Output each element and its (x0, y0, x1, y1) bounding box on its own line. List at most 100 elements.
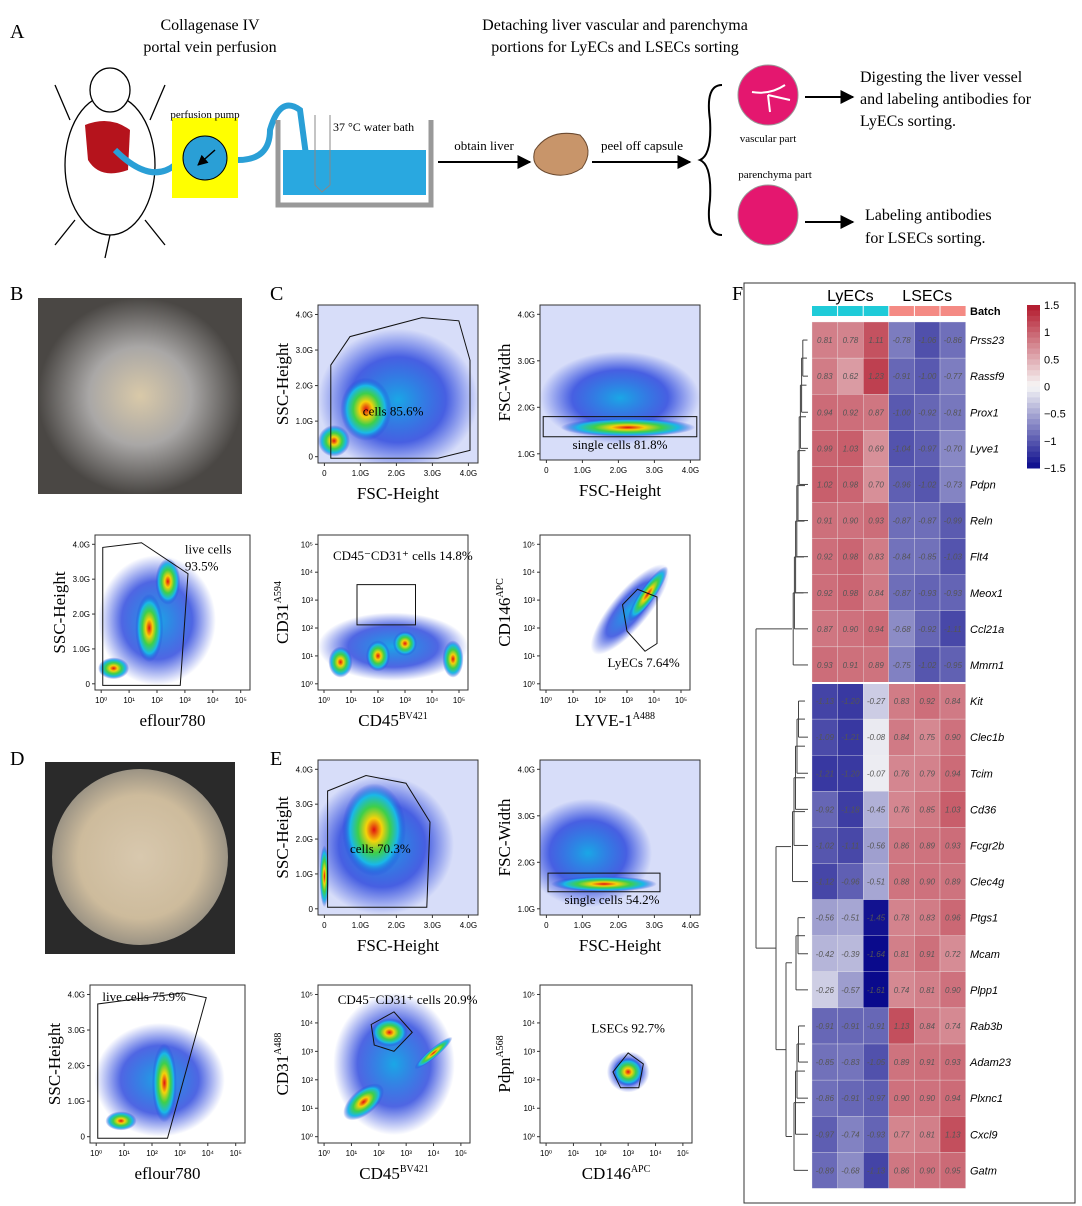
y-tick-label: 3.0G (518, 812, 535, 821)
cell-value: 0.98 (843, 480, 859, 489)
y-axis-label: CD31A594 (273, 581, 292, 644)
cell-value: 0.93 (945, 1058, 961, 1067)
x-tick-label: 0 (544, 466, 549, 475)
cell-value: 0.84 (868, 589, 884, 598)
cell-value: 0.93 (868, 517, 884, 526)
flow-plot: 10⁰ 10¹ 10² 10³ 10⁴ 10⁵ 10⁰ 10¹ 10² 10³ 10⁴ 10⁵ CD45… (273, 534, 473, 730)
heatmap-cell (914, 1079, 941, 1117)
cell-value: 0.90 (919, 878, 935, 887)
heatmap-cell (888, 863, 915, 900)
y-tick-label: 10² (301, 1076, 313, 1085)
heatmap-cell (914, 466, 941, 503)
cell-value: -0.81 (944, 408, 962, 417)
cell-value: 1.13 (894, 1022, 910, 1031)
y-tick-label: 10⁴ (301, 1019, 314, 1028)
cell-value: -0.92 (918, 408, 937, 417)
cell-value: -0.78 (892, 336, 911, 345)
y-tick-label: 2.0G (73, 610, 90, 619)
cell-value: 0.94 (817, 408, 833, 417)
cell-value: -0.87 (918, 517, 937, 526)
heatmap-cell (811, 1152, 838, 1189)
cell-value: -0.77 (944, 372, 963, 381)
water-bath (275, 120, 434, 208)
heatmap-cell (837, 1043, 864, 1081)
cell-value: -0.92 (816, 805, 835, 814)
flow-plot: 0 1.0G 2.0G 3.0G 4.0G 1.0G 2.0G 3.0G 4.0G FSC-Hei… (495, 759, 701, 955)
heatmap-cell (837, 718, 864, 756)
density-hotspot (393, 631, 417, 656)
cell-value: 0.84 (894, 733, 910, 742)
cell-value: -0.87 (892, 589, 911, 598)
heatmap: LyECs LSECs Batch 0.81 0.78 1.11 -0.78 -1.06 -0.… (755, 288, 1066, 1189)
x-tick-label: 10¹ (568, 1149, 580, 1158)
heatmap-cell (888, 610, 915, 648)
gene-label: Mmrn1 (970, 660, 1004, 672)
colorbar-segment (1027, 408, 1040, 415)
colorbar-segment (1027, 435, 1040, 442)
y-axis-label: SSC-Height (273, 796, 292, 878)
plot-frame (94, 534, 251, 691)
colorbar-segment (1027, 359, 1040, 366)
colorbar-segment (1027, 337, 1040, 344)
plot-frame (317, 984, 471, 1144)
gate (621, 588, 658, 652)
x-axis-label: FSC-Height (579, 936, 661, 955)
y-axis-label-superscript: A568 (495, 1035, 506, 1057)
heatmap-cell (837, 755, 864, 792)
batch-label: Batch (970, 306, 1001, 318)
cell-value: -0.86 (816, 1094, 835, 1103)
y-tick-label: 10⁴ (301, 568, 314, 577)
cell-value: 0.89 (919, 841, 935, 850)
cell-value: 0.91 (919, 1058, 935, 1067)
heatmap-cell (914, 1152, 941, 1189)
cell-value: 0.94 (945, 1094, 961, 1103)
gate (612, 1052, 644, 1089)
cell-value: -0.97 (918, 444, 937, 453)
cell-value: 0.70 (868, 480, 884, 489)
x-tick-label: 10⁵ (677, 1149, 689, 1158)
heatmap-cell (837, 610, 864, 648)
cell-value: -1.02 (816, 841, 835, 850)
x-tick-label: 4.0G (682, 466, 699, 475)
cell-value: 0.94 (945, 769, 961, 778)
y-tick-label: 1.0G (296, 417, 313, 426)
heatmap-cell (837, 1116, 864, 1153)
y-tick-label: 0 (81, 1133, 86, 1142)
y-axis-label: PdpnA568 (495, 1035, 514, 1092)
y-tick-label: 10⁵ (523, 990, 535, 999)
density-hotspot (318, 425, 350, 457)
caption: obtain liver (454, 138, 514, 153)
y-tick-label: 1.0G (68, 1097, 85, 1106)
cell-value: -0.97 (816, 1130, 835, 1139)
colorbar-segment (1027, 413, 1040, 420)
y-axis-label-text: SSC-Height (273, 796, 292, 878)
heatmap-cell (837, 935, 864, 972)
x-axis-label-text: FSC-Height (579, 481, 661, 500)
x-tick-label: 10⁰ (540, 1149, 552, 1158)
x-tick-label: 4.0G (682, 921, 699, 930)
x-axis-label: FSC-Height (579, 481, 661, 500)
gate-label: 93.5% (185, 559, 219, 574)
y-tick-label: 10³ (301, 596, 313, 605)
colorbar-segment (1027, 451, 1040, 458)
heatmap-cell (939, 646, 966, 684)
cell-value: 0.81 (919, 1130, 935, 1139)
gene-label: Cd36 (970, 804, 997, 816)
cell-value: -0.26 (816, 986, 835, 995)
gate-label: CD45⁻CD31⁺ cells 20.9% (338, 992, 478, 1007)
gene-label: Flt4 (970, 552, 988, 564)
x-tick-label: 10² (594, 696, 606, 705)
heatmap-cell (811, 682, 838, 720)
y-tick-label: 1.0G (73, 645, 90, 654)
heatmap-cell (863, 646, 889, 684)
gene-label: Pdpn (970, 479, 996, 491)
y-axis-label-text: FSC-Width (495, 343, 514, 421)
plot-frame (317, 759, 479, 916)
cell-value: -0.70 (944, 444, 963, 453)
cell-value: -0.85 (816, 1058, 835, 1067)
x-tick-label: 10⁵ (453, 696, 465, 705)
x-axis-label-text: FSC-Height (357, 936, 439, 955)
cell-value: -0.95 (944, 661, 963, 670)
y-tick-label: 10⁰ (523, 1133, 535, 1142)
plot-area (95, 535, 250, 690)
